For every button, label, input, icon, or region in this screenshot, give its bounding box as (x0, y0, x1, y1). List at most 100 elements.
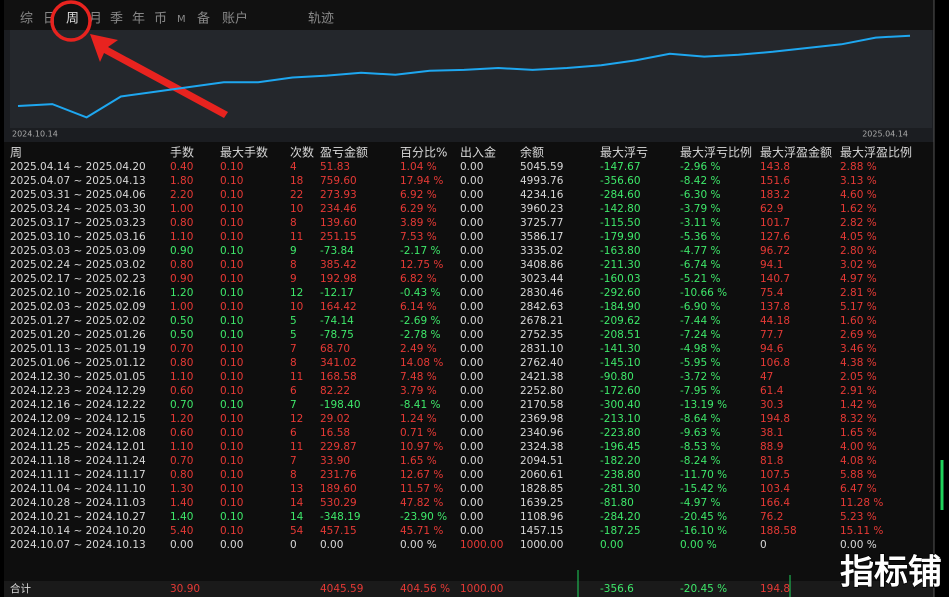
column-header: 百分比% (400, 146, 447, 160)
table-cell: 1.42 % (840, 399, 877, 411)
table-cell: 0.80 (170, 259, 193, 271)
table-cell: 29.02 (320, 413, 350, 425)
table-cell: 2.81 % (840, 287, 877, 299)
chart-plot (10, 30, 932, 128)
table-cell: -163.80 (600, 245, 641, 257)
table-cell: 0.10 (220, 427, 243, 439)
table-cell: 47.82 % (400, 497, 443, 509)
table-cell: -2.78 % (400, 329, 441, 341)
tab[interactable]: 周 (66, 12, 79, 27)
total-cell: -356.6 (600, 583, 634, 595)
table-cell: 127.6 (760, 231, 790, 243)
table-cell: 0.00 (320, 539, 343, 551)
table-cell: -187.25 (600, 525, 641, 537)
table-cell: 0.00 (460, 203, 483, 215)
table-cell: -292.60 (600, 287, 641, 299)
table-cell: -211.30 (600, 259, 641, 271)
table-cell: -81.80 (600, 497, 634, 509)
table-cell: 0.10 (220, 231, 243, 243)
table-cell: 0.00 (460, 287, 483, 299)
table-cell: 2025.01.27 ~ 2025.02.02 (10, 315, 146, 327)
table-cell: -10.66 % (680, 287, 727, 299)
table-cell: 0.00 % (840, 539, 877, 551)
table-cell: 17.94 % (400, 175, 443, 187)
table-cell: 2025.04.14 ~ 2025.04.20 (10, 161, 146, 173)
table-cell: 8 (290, 217, 297, 229)
table-cell: 1.10 (170, 231, 193, 243)
tab[interactable]: 季 (110, 12, 123, 27)
highlight-circle (50, 0, 92, 42)
table-cell: -73.84 (320, 245, 354, 257)
table-cell: -179.90 (600, 231, 641, 243)
table-cell: -9.63 % (680, 427, 721, 439)
table-cell: 1.04 % (400, 161, 437, 173)
table-cell: 6.82 % (400, 273, 437, 285)
table-cell: 0.10 (220, 357, 243, 369)
table-cell: 107.5 (760, 469, 790, 481)
table-cell: 0.90 (170, 273, 193, 285)
tab[interactable]: 备 (197, 11, 210, 27)
table-cell: 0.70 (170, 455, 193, 467)
table-cell: 2762.40 (520, 357, 563, 369)
tab[interactable]: 综 (20, 12, 33, 27)
column-header: 余额 (520, 145, 544, 160)
table-cell: 2024.12.09 ~ 2024.12.15 (10, 413, 146, 425)
table-cell: 1000.00 (520, 539, 563, 551)
table-cell: 3023.44 (520, 273, 564, 285)
table-cell: 0.10 (220, 483, 243, 495)
table-cell: 75.4 (760, 287, 784, 299)
table-cell: 6 (290, 385, 297, 397)
table-cell: 0.50 (170, 329, 193, 341)
tab[interactable]: 轨迹 (308, 12, 334, 27)
table-cell: 1000.00 (460, 539, 503, 551)
column-header: 出入金 (460, 145, 496, 160)
table-cell: 2025.03.24 ~ 2025.03.30 (10, 203, 146, 215)
table-cell: -172.60 (600, 385, 641, 397)
table-cell: 0.10 (220, 175, 243, 187)
table-cell: 2.69 % (840, 329, 877, 341)
table-cell: 4993.76 (520, 175, 564, 187)
table-cell: -281.30 (600, 483, 641, 495)
table-cell: -2.96 % (680, 161, 721, 173)
tab[interactable]: 币 (154, 12, 167, 27)
table-cell: 94.6 (760, 343, 784, 355)
table-cell: 2.80 % (840, 245, 877, 257)
table-cell: -238.80 (600, 469, 641, 481)
total-cell: 194.8 (760, 583, 790, 595)
tab[interactable]: 年 (132, 12, 145, 27)
table-cell: 103.4 (760, 483, 790, 495)
table-cell: 139.60 (320, 217, 357, 229)
table-cell: 13 (290, 483, 303, 495)
table-cell: 0.00 (460, 343, 483, 355)
tab[interactable]: 账户 (222, 11, 248, 27)
table-cell: 0.10 (220, 301, 243, 313)
table-cell: 11.57 % (400, 483, 443, 495)
table-cell: 0.00 % (400, 539, 437, 551)
table-cell: 3.46 % (840, 343, 877, 355)
table-cell: 2025.01.20 ~ 2025.01.26 (10, 329, 146, 341)
table-cell: 1.00 (170, 203, 193, 215)
table-cell: 0.10 (220, 329, 243, 341)
table-cell: 9 (290, 273, 297, 285)
total-cell: 4045.59 (320, 583, 363, 595)
table-cell: -3.72 % (680, 371, 721, 383)
table-cell: 0.00 (460, 315, 483, 327)
table-cell: 1.20 (170, 287, 193, 299)
table-cell: 76.2 (760, 511, 783, 523)
column-header: 最大浮盈金额 (760, 145, 832, 160)
tab[interactable]: 月 (89, 12, 102, 27)
table-cell: 101.7 (760, 217, 790, 229)
tab[interactable]: M (177, 14, 186, 25)
table-cell: 4234.16 (520, 189, 564, 201)
table-cell: 1828.85 (520, 483, 563, 495)
total-cell: -20.45 % (680, 583, 727, 595)
table-cell: -7.24 % (680, 329, 721, 341)
table-cell: -5.95 % (680, 357, 721, 369)
column-header: 最大浮亏 (600, 146, 648, 160)
table-cell: 0.10 (220, 371, 243, 383)
table-cell: 0.00 (460, 259, 483, 271)
table-cell: 3586.17 (520, 231, 563, 243)
table-cell: 0.10 (220, 161, 243, 173)
table-cell: 166.4 (760, 497, 790, 509)
table-cell: 12 (290, 413, 303, 425)
